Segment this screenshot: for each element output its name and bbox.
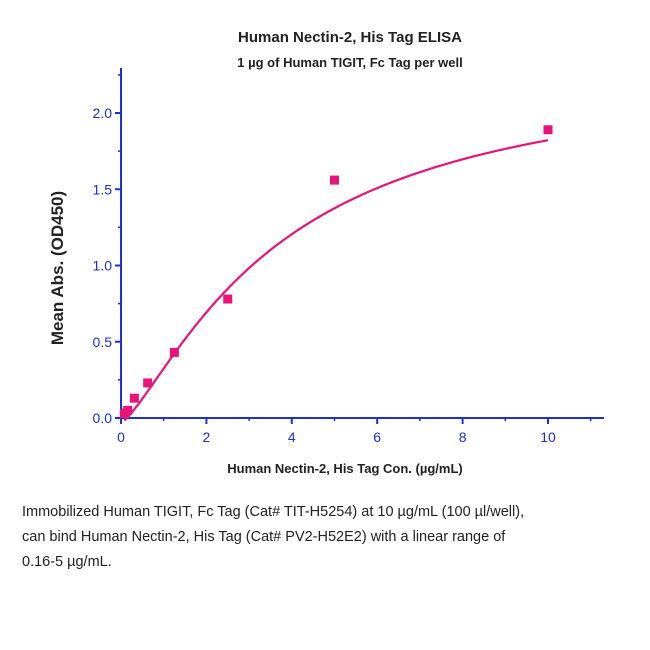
data-point	[123, 405, 133, 415]
fit-curve	[123, 139, 549, 422]
fit-curve-group	[123, 139, 549, 422]
y-axis-label: Mean Abs. (OD450)	[48, 191, 67, 345]
x-tick-label: 6	[373, 429, 381, 445]
data-points	[119, 125, 553, 418]
caption-line-1: Immobilized Human TIGIT, Fc Tag (Cat# TI…	[22, 504, 525, 520]
chart-subtitle: 1 µg of Human TIGIT, Fc Tag per well	[237, 55, 462, 70]
x-axis-label: Human Nectin-2, His Tag Con. (µg/mL)	[227, 461, 462, 476]
x-tick-label: 2	[203, 429, 211, 445]
figure-caption: Immobilized Human TIGIT, Fc Tag (Cat# TI…	[22, 500, 630, 575]
y-tick-label: 2.0	[93, 105, 113, 121]
caption-line-2: can bind Human Nectin-2, His Tag (Cat# P…	[22, 529, 506, 545]
y-tick-label: 0.5	[93, 334, 113, 350]
y-tick-label: 1.5	[93, 181, 113, 197]
data-point	[543, 125, 553, 135]
y-tick-label: 1.0	[93, 258, 113, 274]
chart-title: Human Nectin-2, His Tag ELISA	[238, 29, 462, 46]
caption-line-3: 0.16-5 µg/mL.	[22, 554, 112, 570]
data-point	[129, 393, 139, 403]
data-point	[143, 378, 153, 388]
x-tick-label: 0	[117, 429, 125, 445]
y-tick-label: 0.0	[93, 410, 113, 426]
axis-ticks: 0.0 0.5 1.0 1.5 2.0 0 2 4 6 8 10	[93, 74, 592, 445]
x-tick-label: 10	[540, 429, 556, 445]
data-point	[223, 294, 233, 304]
elisa-chart: Human Nectin-2, His Tag ELISA 1 µg of Hu…	[48, 29, 604, 476]
x-tick-label: 8	[459, 429, 467, 445]
x-tick-label: 4	[288, 429, 296, 445]
data-point	[330, 175, 339, 185]
data-point	[169, 347, 179, 357]
axes	[120, 68, 604, 419]
